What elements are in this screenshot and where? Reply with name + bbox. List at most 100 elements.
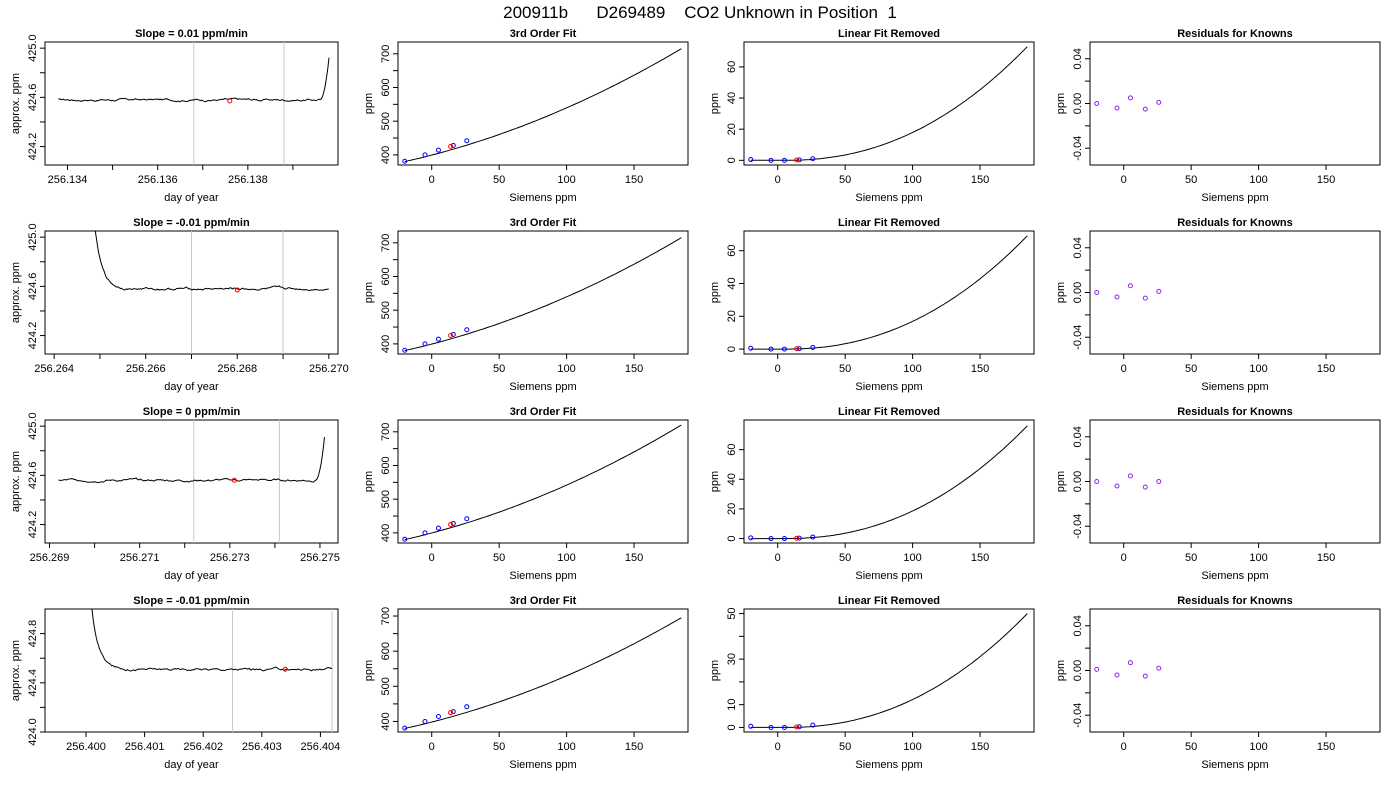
known-standard-point (748, 157, 754, 163)
unknown-sample-point (448, 710, 454, 716)
y-tick-label: 700 (380, 607, 392, 625)
y-axis-label: ppm (1055, 93, 1067, 114)
x-axis-label: Siemens ppm (855, 570, 922, 582)
plot-frame (1089, 230, 1381, 355)
residual-point (1142, 106, 1148, 112)
y-tick-label: 10 (726, 699, 738, 711)
x-tick-label: 100 (1249, 741, 1267, 753)
y-tick-label: -0.04 (1072, 514, 1084, 539)
x-axis-label: Siemens ppm (1201, 192, 1268, 204)
known-standard-point (422, 718, 428, 724)
panel-r2-c3: Linear Fit Removed 0 50 100 150 0 20 40 60 Siemen… (709, 217, 1035, 393)
x-tick-label: 150 (625, 363, 643, 375)
known-standard-point (796, 346, 802, 352)
x-tick-label: 150 (1317, 741, 1335, 753)
y-tick-label: 400 (380, 146, 392, 164)
known-standard-point (781, 157, 787, 163)
y-tick-label: 425.0 (27, 223, 39, 251)
x-tick-label: 150 (625, 552, 643, 564)
y-tick-label: 425.0 (27, 34, 39, 62)
residual-point (1114, 105, 1120, 111)
y-tick-label: 424.8 (27, 620, 39, 648)
panel-r2-c2: 3rd Order Fit 0 50 100 150 400 500 600 700 Siemen… (363, 217, 689, 393)
x-axis-label: Siemens ppm (1201, 381, 1268, 393)
panel-r1-c3: Linear Fit Removed 0 50 100 150 0 20 40 60 Siemen… (709, 28, 1035, 204)
known-standard-point (422, 341, 428, 347)
y-tick-label: 0 (726, 346, 738, 352)
known-standard-point (810, 534, 816, 540)
unknown-sample-point (794, 157, 800, 163)
y-tick-label: 0.00 (1072, 660, 1084, 681)
known-standard-point (435, 525, 441, 531)
panel-r1-c2: 3rd Order Fit 0 50 100 150 400 500 600 700 Siemen… (363, 28, 689, 204)
y-axis-label: ppm (363, 471, 375, 492)
x-tick-label: 0 (429, 363, 435, 375)
known-standard-point (748, 345, 754, 351)
y-axis-label: ppm (1055, 660, 1067, 681)
x-tick-label: 0 (1121, 552, 1127, 564)
y-tick-label: 0.04 (1072, 615, 1084, 636)
known-standard-point (402, 536, 408, 542)
fit-curve (750, 46, 1028, 161)
panel-grid: Slope = 0.01 ppm/min 256.134 256.136 256.13… (10, 28, 1381, 771)
x-tick-label: 50 (1185, 363, 1197, 375)
plot-area (1094, 283, 1162, 301)
x-tick-label: 0 (429, 552, 435, 564)
y-axis-label: ppm (709, 660, 721, 681)
x-tick-label: 150 (971, 741, 989, 753)
x-tick-label: 256.273 (210, 552, 250, 564)
unknown-sample-marker (231, 477, 237, 483)
y-tick-label: 600 (380, 78, 392, 96)
plot-frame (1089, 419, 1381, 544)
x-axis-label: Siemens ppm (509, 570, 576, 582)
residual-point (1142, 295, 1148, 301)
fit-curve (750, 425, 1028, 540)
known-standard-point (450, 331, 456, 337)
fit-curve (404, 424, 682, 541)
y-tick-label: 424.2 (27, 133, 39, 161)
plot-area (58, 42, 330, 165)
y-tick-label: 20 (726, 310, 738, 322)
known-standard-point (810, 156, 816, 162)
panel-r3-c2: 3rd Order Fit 0 50 100 150 400 500 600 700 Siemen… (363, 406, 689, 582)
y-tick-label: 700 (380, 45, 392, 63)
x-tick-label: 100 (557, 552, 575, 564)
x-axis-label: Siemens ppm (509, 381, 576, 393)
residual-point (1156, 288, 1162, 294)
unknown-sample-point (448, 143, 454, 149)
y-axis-label: approx. ppm (10, 73, 22, 134)
panel-title: Residuals for Knowns (1177, 595, 1293, 607)
x-tick-label: 100 (1249, 174, 1267, 186)
y-tick-label: 424.0 (27, 718, 39, 746)
panel-title: Linear Fit Removed (838, 217, 940, 229)
y-tick-label: 0 (726, 157, 738, 163)
panel-r4-c4: Residuals for Knowns 0 50 100 150 -0.04 0.00 0.… (1055, 595, 1381, 771)
x-tick-label: 50 (493, 741, 505, 753)
y-tick-label: 424.6 (27, 84, 39, 112)
y-tick-label: 424.2 (27, 322, 39, 350)
x-axis-label: Siemens ppm (855, 381, 922, 393)
y-tick-label: 60 (726, 444, 738, 456)
residual-point (1127, 283, 1133, 289)
y-tick-label: 30 (726, 653, 738, 665)
x-tick-label: 0 (429, 174, 435, 186)
x-tick-label: 50 (839, 741, 851, 753)
plot-area (91, 609, 333, 732)
known-standard-point (768, 157, 774, 163)
panel-title: Slope = -0.01 ppm/min (133, 595, 250, 607)
panel-r2-c1: Slope = -0.01 ppm/min 256.264 256.266 256.2… (10, 217, 349, 393)
panel-r3-c4: Residuals for Knowns 0 50 100 150 -0.04 0.00 0.… (1055, 406, 1381, 582)
unknown-sample-point (448, 521, 454, 527)
fit-curve (750, 613, 1028, 728)
x-tick-label: 0 (775, 741, 781, 753)
y-tick-label: 424.6 (27, 273, 39, 301)
unknown-sample-point (794, 346, 800, 352)
known-standard-point (810, 722, 816, 728)
x-tick-label: 256.400 (66, 741, 106, 753)
panel-title: 3rd Order Fit (510, 217, 577, 229)
known-standard-point (464, 704, 470, 710)
y-tick-label: 425.0 (27, 412, 39, 440)
x-axis-label: Siemens ppm (509, 759, 576, 771)
x-axis-label: Siemens ppm (855, 759, 922, 771)
known-standard-point (435, 147, 441, 153)
